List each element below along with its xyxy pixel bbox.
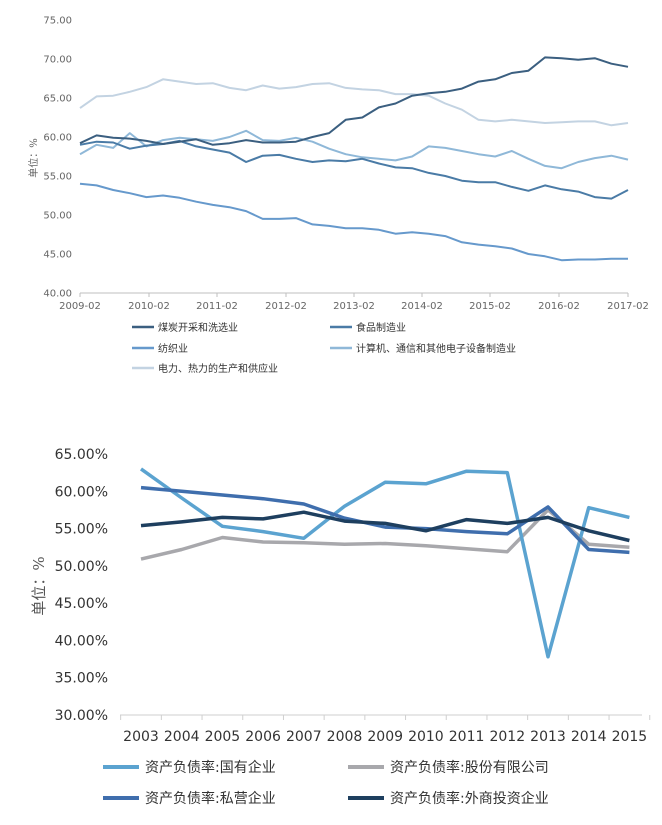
y-tick-label: 45.00% <box>55 596 108 612</box>
y-axis-label: 单位：% <box>27 138 40 178</box>
x-tick-label: 2007 <box>286 729 322 745</box>
y-axis-label: 单位：% <box>30 556 48 615</box>
x-tick-label: 2012 <box>489 729 525 745</box>
series-line-1 <box>79 56 629 146</box>
x-tick-label: 2006 <box>245 729 281 745</box>
series-line-3 <box>140 485 630 555</box>
y-tick-label: 35.00% <box>55 671 108 687</box>
series-line-2 <box>79 139 629 200</box>
y-tick-label: 50.00% <box>55 559 108 575</box>
legend-label-5: 电力、热力的生产和供应业 <box>158 362 278 375</box>
legend-label-1: 资产负债率:国有企业 <box>145 759 276 776</box>
x-tick-label: 2013-02 <box>333 301 375 312</box>
chart-2: 30.00% 35.00% 40.00% 45.00% 50.00% 55.00% 60.0… <box>30 447 651 807</box>
x-tick-label: 2013 <box>530 729 566 745</box>
x-tick-label: 2009-02 <box>59 301 101 312</box>
y-tick-label: 40.00% <box>55 633 108 649</box>
x-tick-label: 2011 <box>449 729 485 745</box>
x-tick-label: 2012-02 <box>265 301 307 312</box>
legend-label-3: 资产负债率:私营企业 <box>145 790 276 807</box>
legend-label-2: 资产负债率:股份有限公司 <box>390 759 549 776</box>
y-tick-label: 50.00 <box>43 211 72 222</box>
x-tick-label: 2015 <box>612 729 648 745</box>
x-tick-label: 2011-02 <box>196 301 238 312</box>
x-tick-label: 2003 <box>123 729 159 745</box>
x-tick-label: 2015-02 <box>469 301 511 312</box>
x-tick-label: 2014-02 <box>401 301 443 312</box>
x-tick-label: 2009 <box>367 729 403 745</box>
x-tick-label: 2010-02 <box>128 301 170 312</box>
x-tick-label: 2017-02 <box>607 301 649 312</box>
y-tick-label: 60.00 <box>43 133 72 144</box>
y-tick-label: 40.00 <box>43 289 72 300</box>
y-tick-label: 55.00% <box>55 522 108 538</box>
y-tick-label: 45.00 <box>43 250 72 261</box>
series-line-1 <box>139 467 630 659</box>
x-tick-label: 2010 <box>408 729 444 745</box>
series-line-5 <box>79 78 629 127</box>
series-line-4 <box>140 510 630 543</box>
legend-label-2: 食品制造业 <box>356 321 406 334</box>
chart-1: 40.00 45.00 50.00 55.00 60.00 65.00 70.00 75.00… <box>27 16 649 376</box>
legend-label-4: 计算机、通信和其他电子设备制造业 <box>356 342 516 355</box>
x-tick-label: 2014 <box>571 729 607 745</box>
x-tick-label: 2008 <box>327 729 363 745</box>
y-tick-label: 55.00 <box>43 172 72 183</box>
y-tick-label: 30.00% <box>55 708 108 724</box>
y-tick-label: 65.00 <box>43 94 72 105</box>
y-tick-label: 75.00 <box>43 16 72 27</box>
legend-label-1: 煤炭开采和洗选业 <box>158 321 238 334</box>
y-tick-label: 70.00 <box>43 55 72 66</box>
x-tick-label: 2016-02 <box>538 301 580 312</box>
series-line-3 <box>79 182 628 262</box>
series-line-4 <box>79 129 629 170</box>
legend-label-3: 纺织业 <box>158 342 188 355</box>
y-tick-label: 60.00% <box>55 484 108 500</box>
x-tick-label: 2005 <box>205 729 241 745</box>
series-line-2 <box>140 508 630 561</box>
y-tick-label: 65.00% <box>55 447 108 463</box>
legend-label-4: 资产负债率:外商投资企业 <box>390 790 549 807</box>
x-tick-label: 2004 <box>164 729 200 745</box>
